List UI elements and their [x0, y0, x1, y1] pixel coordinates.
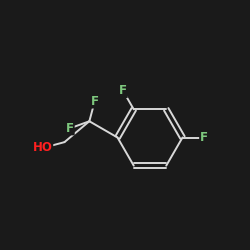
Text: F: F: [200, 131, 208, 144]
Text: F: F: [119, 84, 127, 98]
Text: F: F: [66, 122, 74, 135]
Text: HO: HO: [33, 142, 53, 154]
Text: F: F: [91, 95, 99, 108]
